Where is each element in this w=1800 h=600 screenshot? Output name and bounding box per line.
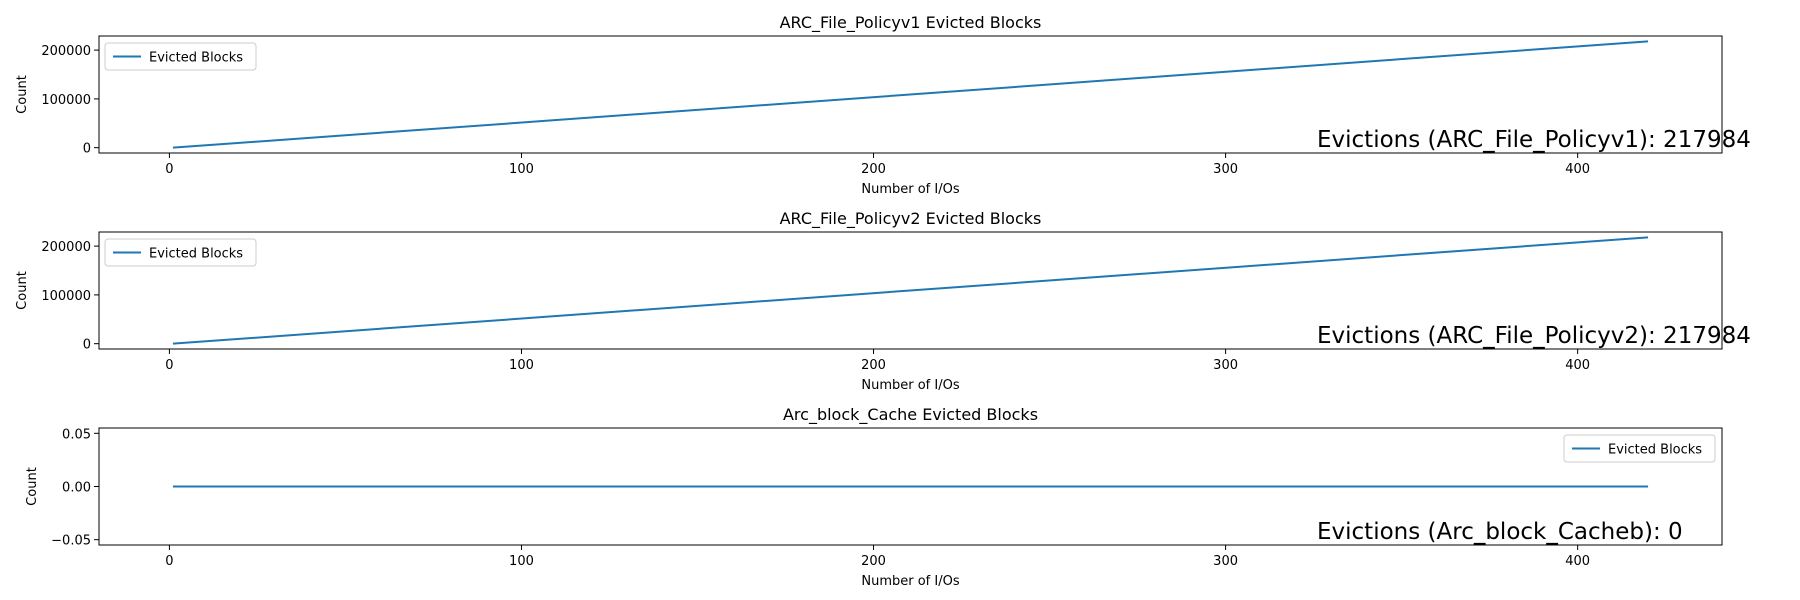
x-axis-label: Number of I/Os [861, 182, 959, 197]
y-tick-label: 200000 [41, 44, 91, 59]
y-tick-label: 200000 [41, 240, 91, 255]
annotation-text: Evictions (ARC_File_Policyv2): 217984 [1317, 323, 1751, 349]
x-tick-label: 0 [165, 358, 173, 373]
x-tick-label: 0 [165, 162, 173, 177]
x-tick-label: 100 [509, 162, 534, 177]
y-tick-label: 0.00 [62, 481, 91, 496]
x-tick-label: 300 [1213, 358, 1238, 373]
y-tick-label: −0.05 [51, 534, 91, 549]
annotation-text: Evictions (Arc_block_Cacheb): 0 [1317, 519, 1683, 545]
subplot-title: ARC_File_Policyv1 Evicted Blocks [780, 13, 1042, 33]
legend-label: Evicted Blocks [149, 51, 243, 66]
subplot-3: Arc_block_Cache Evicted Blocks 0 100 200 300… [25, 405, 1722, 589]
x-axis-label: Number of I/Os [861, 574, 959, 589]
x-tick-label: 100 [509, 554, 534, 569]
x-tick-label: 400 [1565, 162, 1590, 177]
x-axis-label: Number of I/Os [861, 378, 959, 393]
subplot-1: ARC_File_Policyv1 Evicted Blocks 0 100 200 3… [15, 13, 1751, 197]
y-tick-label: 100000 [41, 93, 91, 108]
x-tick-label: 200 [861, 554, 886, 569]
x-tick-label: 200 [861, 162, 886, 177]
subplot-2: ARC_File_Policyv2 Evicted Blocks 0 100 200 3… [15, 209, 1751, 393]
y-tick-label: 0.05 [62, 427, 91, 442]
legend-label: Evicted Blocks [1608, 443, 1702, 458]
x-tick-label: 400 [1565, 554, 1590, 569]
annotation-text: Evictions (ARC_File_Policyv1): 217984 [1317, 127, 1751, 153]
y-axis-label: Count [25, 467, 40, 506]
x-tick-label: 400 [1565, 358, 1590, 373]
subplot-title: Arc_block_Cache Evicted Blocks [783, 405, 1038, 425]
subplot-title: ARC_File_Policyv2 Evicted Blocks [780, 209, 1042, 229]
x-tick-label: 100 [509, 358, 534, 373]
y-tick-label: 0 [83, 142, 91, 157]
legend-label: Evicted Blocks [149, 247, 243, 262]
x-tick-label: 300 [1213, 162, 1238, 177]
y-tick-label: 100000 [41, 289, 91, 304]
y-tick-label: 0 [83, 338, 91, 353]
x-tick-label: 300 [1213, 554, 1238, 569]
y-axis-label: Count [15, 271, 30, 310]
x-tick-label: 0 [165, 554, 173, 569]
y-axis-label: Count [15, 75, 30, 114]
x-tick-label: 200 [861, 358, 886, 373]
